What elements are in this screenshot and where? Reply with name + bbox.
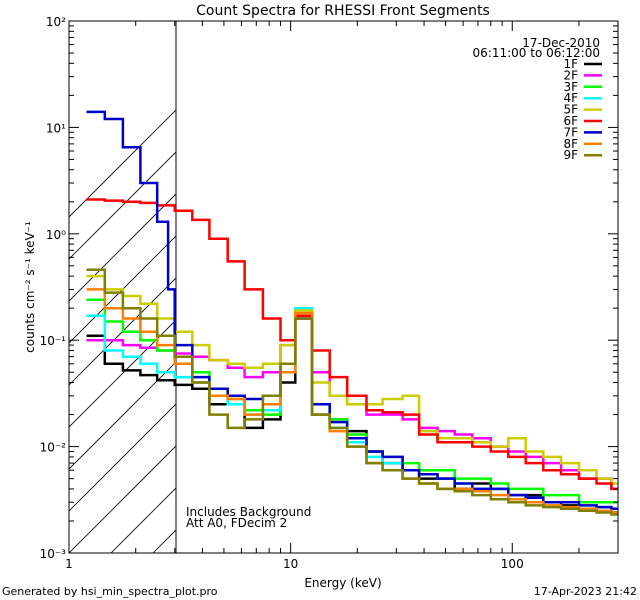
legend-label-3F: 3F — [563, 80, 578, 94]
hatch-line — [69, 403, 176, 512]
y-tick-label: 10⁻¹ — [40, 334, 67, 348]
series-line-9F — [86, 268, 618, 516]
y-axis-label: counts cm⁻² s⁻¹ keV⁻¹ — [23, 221, 37, 353]
footer-generated-by: Generated by hsi_min_spectra_plot.pro — [2, 585, 218, 598]
legend-label-1F: 1F — [563, 57, 578, 71]
excluded-region-hatch — [69, 21, 640, 553]
legend-label-7F: 7F — [563, 125, 578, 139]
hatch-line — [279, 21, 640, 553]
y-tick-label: 10⁰ — [46, 228, 66, 242]
hatch-line — [69, 109, 176, 218]
annotation-background: Includes Background — [186, 505, 311, 519]
legend-label-8F: 8F — [563, 137, 578, 151]
footer-timestamp: 17-Apr-2023 21:42 — [534, 585, 637, 598]
y-tick-label: 10¹ — [46, 121, 66, 135]
plot-frame — [68, 20, 619, 554]
series-line-6F — [86, 198, 618, 491]
hatch-line — [69, 235, 176, 344]
y-tick-label: 10⁻³ — [40, 547, 67, 561]
annotation-attenuator: Att A0, FDecim 2 — [186, 516, 287, 530]
x-axis-label: Energy (keV) — [304, 576, 381, 590]
hatch-line — [69, 151, 176, 260]
x-tick-label: 100 — [501, 557, 524, 571]
hatch-line — [363, 21, 640, 553]
time-range-label: 06:11:00 to 06:12:00 — [473, 46, 600, 60]
hatch-line — [69, 277, 176, 386]
hatch-line — [531, 21, 640, 553]
hatch-line — [321, 21, 640, 553]
hatch-line — [615, 21, 640, 553]
hatch-line — [69, 361, 176, 470]
hatch-line — [573, 21, 640, 553]
y-tick-label: 10⁻² — [40, 441, 67, 455]
legend-label-4F: 4F — [563, 91, 578, 105]
series-line-7F — [86, 110, 618, 511]
legend-label-6F: 6F — [563, 114, 578, 128]
legend-label-5F: 5F — [563, 103, 578, 117]
series-line-8F — [86, 288, 618, 514]
chart-title: Count Spectra for RHESSI Front Segments — [196, 3, 490, 19]
hatch-line — [69, 193, 176, 302]
date-label: 17-Dec-2010 — [522, 36, 600, 50]
hatch-line — [69, 445, 176, 553]
x-tick-label: 1 — [65, 557, 73, 571]
legend-label-9F: 9F — [563, 148, 578, 162]
series-line-4F — [86, 306, 618, 511]
x-tick-label: 10 — [283, 557, 298, 571]
legend-label-2F: 2F — [563, 68, 578, 82]
y-tick-label: 10² — [46, 15, 66, 29]
hatch-line — [447, 21, 640, 553]
hatch-line — [405, 21, 640, 553]
